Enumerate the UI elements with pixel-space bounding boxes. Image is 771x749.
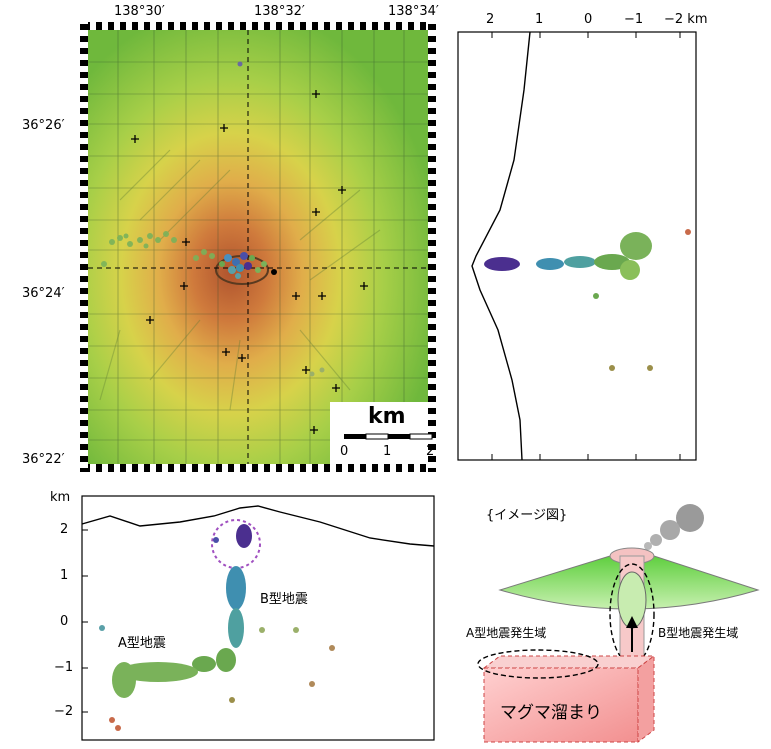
scale-tick-0: 0 — [340, 444, 349, 459]
scale-tick-1: 1 — [383, 444, 392, 459]
depth-hypocenters — [99, 524, 335, 731]
station-markers — [131, 90, 368, 434]
depth-topography — [81, 505, 435, 547]
lat-label-3: 36°22′ — [22, 452, 65, 467]
ns-tick-2: 1 — [535, 12, 544, 27]
magma-label: マグマ溜まり — [500, 703, 602, 723]
ns-tick-1: 2 — [486, 12, 495, 27]
map-border-top — [80, 22, 436, 30]
label-a-type: A型地震 — [118, 636, 166, 651]
lon-label-3: 138°34′ — [388, 4, 439, 19]
b-zone-label: B型地震発生域 — [658, 626, 739, 640]
scale-bar — [344, 433, 433, 440]
magma-chamber-top — [482, 655, 656, 669]
epicenter-scatter — [237, 61, 325, 377]
map-border-bottom — [80, 464, 436, 472]
a-zone-outline — [477, 649, 599, 679]
depth-tick-5: −2 — [54, 704, 74, 719]
map-border-right — [428, 22, 436, 472]
lon-label-1: 138°30′ — [114, 4, 165, 19]
scale-tick-2: 2 — [426, 444, 435, 459]
depth-unit: km — [50, 490, 71, 505]
depth-tick-2: 1 — [60, 568, 69, 583]
map-border-left — [80, 22, 88, 472]
lon-label-2: 138°32′ — [254, 4, 305, 19]
epicenter-cluster-summit — [219, 252, 277, 279]
diagram-title: {イメージ図} — [486, 508, 568, 523]
ns-tick-3: 0 — [584, 12, 593, 27]
volcanic-plume — [644, 504, 704, 550]
label-b-type: B型地震 — [260, 592, 308, 607]
epicenter-cluster-west — [101, 231, 215, 267]
depth-tick-1: 2 — [60, 522, 69, 537]
ascent-arrow-icon — [626, 616, 638, 628]
lat-label-2: 36°24′ — [22, 286, 65, 301]
magma-chamber — [483, 667, 639, 743]
a-zone-label: A型地震発生域 — [466, 626, 547, 640]
ns-tick-5: −2 km — [664, 12, 708, 27]
ns-hypocenters — [484, 229, 691, 371]
ns-tick-4: −1 — [624, 12, 644, 27]
depth-tick-3: 0 — [60, 614, 69, 629]
lat-label-1: 36°26′ — [22, 118, 65, 133]
terrain-ridges — [99, 149, 381, 411]
scale-unit: km — [368, 404, 406, 429]
depth-tick-4: −1 — [54, 660, 74, 675]
scale-box — [330, 402, 428, 464]
ns-topography — [471, 31, 531, 461]
